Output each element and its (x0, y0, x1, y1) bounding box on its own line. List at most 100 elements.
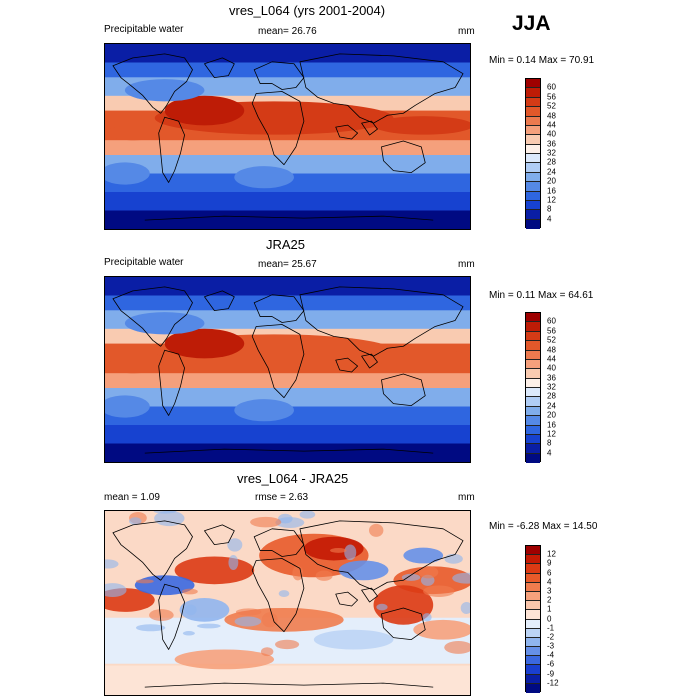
colorbar-tick-label: -3 (547, 641, 555, 651)
colorbar-tick-label: 28 (547, 391, 556, 401)
colorbar-segment (526, 656, 540, 666)
colorbar-segment (526, 107, 540, 117)
colorbar-tick-label: 6 (547, 568, 552, 578)
colorbar-tick-label: 52 (547, 101, 556, 111)
colorbar-segment (526, 546, 540, 556)
colorbar-segment (526, 444, 540, 454)
colorbar-tick-label: 2 (547, 595, 552, 605)
colorbar-segment (526, 434, 540, 445)
colorbar-tick-label: 60 (547, 82, 556, 92)
panel-3-rmse-label: rmse = 2.63 (255, 492, 309, 503)
colorbar-tick-label: -6 (547, 659, 555, 669)
panel-1-title: vres_L064 (yrs 2001-2004) (229, 3, 386, 18)
colorbar-segment (526, 182, 540, 192)
panel-1-unit-label: mm (458, 26, 475, 37)
colorbar-segment (526, 210, 540, 220)
colorbar-segment (526, 322, 540, 332)
colorbar-tick-label: 9 (547, 558, 552, 568)
colorbar-tick-label: 40 (547, 129, 556, 139)
colorbar-tick-label: 12 (547, 195, 556, 205)
colorbar-tick-label: 4 (547, 448, 552, 458)
colorbar-tick-label: 20 (547, 176, 556, 186)
colorbar-tick-label: 16 (547, 186, 556, 195)
colorbar-segment (526, 341, 540, 351)
colorbar-segment (526, 628, 540, 638)
colorbar-segment (526, 564, 540, 574)
panel-3-unit-label: mm (458, 492, 475, 503)
colorbar-tick-label: 28 (547, 157, 556, 167)
panel-2-mean-label: mean= 25.67 (258, 259, 317, 270)
colorbar-tick-label: 40 (547, 363, 556, 373)
colorbar-segment (526, 191, 540, 201)
colorbar-segment (526, 359, 540, 370)
colorbar-tick-label: 12 (547, 549, 556, 559)
colorbar-segment (526, 416, 540, 426)
panel-2-unit-label: mm (458, 259, 475, 270)
colorbar-tick-label: -2 (547, 632, 555, 642)
colorbar-tick-label: 32 (547, 382, 556, 392)
colorbar-tick-label: 44 (547, 354, 556, 364)
colorbar-segment (526, 453, 540, 463)
colorbar-segment (526, 135, 540, 145)
colorbar-tick-label: -9 (547, 669, 555, 679)
colorbar-segment (526, 637, 540, 648)
colorbar-segment (526, 369, 540, 379)
colorbar-tick-label: 48 (547, 111, 556, 120)
colorbar-segment (526, 219, 540, 229)
colorbar-tick-label: 8 (547, 438, 552, 448)
panel-3-colorbar (525, 545, 541, 693)
colorbar-tick-label: -1 (547, 623, 555, 633)
colorbar-segment (526, 79, 540, 89)
colorbar-segment (526, 144, 540, 154)
colorbar-segment (526, 397, 540, 407)
colorbar-tick-label: 32 (547, 148, 556, 158)
colorbar-tick-label: 60 (547, 316, 556, 326)
colorbar-segment (526, 350, 540, 360)
colorbar-segment (526, 313, 540, 323)
panel-3-minmax: Min = -6.28 Max = 14.50 (489, 521, 598, 532)
colorbar-tick-label: 1 (547, 604, 552, 614)
panel-2-map (104, 276, 471, 463)
colorbar-tick-label: 8 (547, 204, 552, 214)
season-label: JJA (512, 12, 551, 35)
panel-3-mean-label: mean = 1.09 (104, 492, 160, 503)
colorbar-segment (526, 555, 540, 565)
panel-1-field-label: Precipitable water (104, 24, 184, 35)
colorbar-tick-label: 48 (547, 345, 556, 354)
colorbar-segment (526, 154, 540, 164)
colorbar-segment (526, 582, 540, 592)
panel-2-minmax: Min = 0.11 Max = 64.61 (489, 290, 594, 301)
colorbar-tick-label: 56 (547, 92, 556, 102)
colorbar-segment (526, 674, 540, 684)
colorbar-segment (526, 97, 540, 108)
panel-1-minmax: Min = 0.14 Max = 70.91 (489, 55, 595, 66)
colorbar-tick-label: 36 (547, 139, 556, 149)
colorbar-tick-label: 0 (547, 614, 552, 623)
panel-1-map (104, 43, 471, 230)
colorbar-tick-label: 20 (547, 410, 556, 420)
panel-2-field-label: Precipitable water (104, 257, 184, 268)
colorbar-segment (526, 591, 540, 602)
colorbar-segment (526, 116, 540, 126)
colorbar-tick-label: 52 (547, 335, 556, 345)
colorbar-tick-label: 16 (547, 420, 556, 429)
colorbar-segment (526, 163, 540, 173)
colorbar-tick-label: 4 (547, 577, 552, 587)
colorbar-tick-label: 44 (547, 120, 556, 130)
panel-2-colorbar (525, 312, 541, 463)
colorbar-segment (526, 172, 540, 183)
colorbar-tick-label: 36 (547, 373, 556, 383)
colorbar-segment (526, 125, 540, 136)
colorbar-tick-label: 24 (547, 401, 556, 411)
colorbar-segment (526, 573, 540, 583)
panel-3-title: vres_L064 - JRA25 (237, 471, 349, 486)
colorbar-segment (526, 88, 540, 98)
colorbar-segment (526, 388, 540, 398)
panel-3-map (104, 510, 471, 696)
colorbar-tick-label: 24 (547, 167, 556, 177)
colorbar-segment (526, 647, 540, 657)
panel-2-title: JRA25 (266, 237, 306, 252)
colorbar-segment (526, 378, 540, 388)
panel-1-mean-label: mean= 26.76 (258, 26, 317, 37)
colorbar-segment (526, 610, 540, 620)
